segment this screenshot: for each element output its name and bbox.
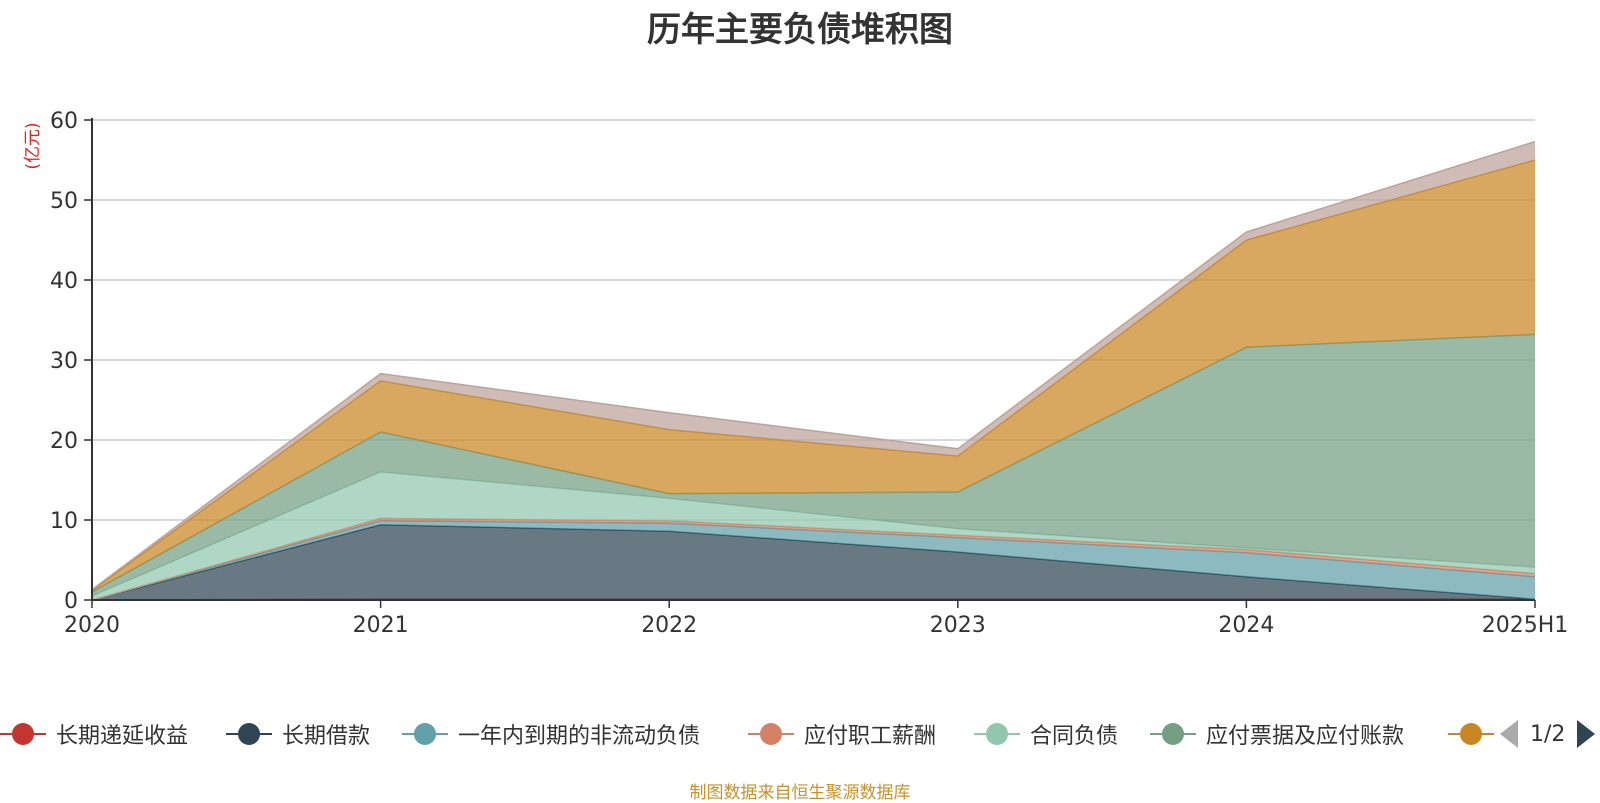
y-tick-label: 0 bbox=[64, 589, 78, 614]
chart-legend: 长期递延收益 长期借款 一年内到期的非流动负债 应付职工薪酬 合同负债 应付票据及应付账款 bbox=[0, 716, 1600, 752]
legend-label: 长期借款 bbox=[282, 724, 371, 749]
legend-swatch bbox=[1150, 716, 1196, 752]
legend-item-0[interactable]: 长期递延收益 bbox=[0, 716, 188, 752]
legend-swatch bbox=[974, 716, 1020, 752]
legend-item-6[interactable] bbox=[1448, 716, 1504, 752]
x-tick-label: 2024 bbox=[1218, 613, 1274, 638]
legend-swatch bbox=[1448, 716, 1494, 752]
legend-label: 一年内到期的非流动负债 bbox=[458, 724, 701, 749]
legend-label: 应付职工薪酬 bbox=[804, 724, 937, 749]
legend-pager: 1/2 bbox=[1500, 716, 1596, 752]
legend-item-5[interactable]: 应付票据及应付账款 bbox=[1150, 716, 1404, 752]
data-source-note: 制图数据来自恒生聚源数据库 bbox=[689, 783, 911, 803]
legend-label: 长期递延收益 bbox=[56, 724, 189, 749]
area-series-6 bbox=[92, 160, 1535, 592]
legend-item-4[interactable]: 合同负债 bbox=[974, 716, 1118, 752]
legend-dot bbox=[986, 723, 1008, 745]
chart-title: 历年主要负债堆积图 bbox=[647, 10, 953, 50]
area-series-5 bbox=[92, 334, 1535, 596]
legend-dot bbox=[414, 723, 436, 745]
axes: 0 10 20 30 40 50 60 2020 2021 2022 2023 2024 2025H1 bbox=[50, 109, 1568, 638]
series-line-7 bbox=[91, 140, 1536, 591]
x-tick-label: 2023 bbox=[930, 613, 986, 638]
x-tick-label: 2022 bbox=[641, 613, 697, 638]
area-series bbox=[91, 140, 1536, 601]
area-series-1 bbox=[92, 524, 1535, 600]
x-tick-label: 2020 bbox=[64, 613, 120, 638]
legend-dot bbox=[1460, 723, 1482, 745]
legend-prev-icon[interactable] bbox=[1500, 720, 1518, 748]
y-tick-label: 40 bbox=[50, 269, 78, 294]
legend-swatch bbox=[0, 716, 46, 752]
legend-label: 应付票据及应付账款 bbox=[1206, 724, 1405, 749]
y-axis-unit: (亿元) bbox=[23, 122, 43, 169]
legend-dot bbox=[760, 723, 782, 745]
legend-swatch bbox=[748, 716, 794, 752]
legend-dot bbox=[238, 723, 260, 745]
y-tick-label: 20 bbox=[50, 429, 78, 454]
series-line-2 bbox=[91, 520, 1536, 601]
legend-page-indicator: 1/2 bbox=[1530, 721, 1566, 747]
legend-label: 合同负债 bbox=[1030, 724, 1119, 749]
legend-dot bbox=[1162, 723, 1184, 745]
legend-item-1[interactable]: 长期借款 bbox=[226, 716, 370, 752]
area-series-2 bbox=[92, 520, 1535, 600]
legend-swatch bbox=[402, 716, 448, 752]
legend-item-2[interactable]: 一年内到期的非流动负债 bbox=[402, 716, 700, 752]
x-tick-label: 2025H1 bbox=[1482, 613, 1569, 638]
y-tick-label: 60 bbox=[50, 109, 78, 134]
area-series-4 bbox=[92, 472, 1535, 600]
legend-swatch bbox=[226, 716, 272, 752]
y-tick-label: 30 bbox=[50, 349, 78, 374]
legend-next-icon[interactable] bbox=[1577, 720, 1596, 748]
x-tick-label: 2021 bbox=[353, 613, 409, 638]
legend-dot bbox=[12, 723, 34, 745]
y-tick-label: 50 bbox=[50, 189, 78, 214]
legend-item-3[interactable]: 应付职工薪酬 bbox=[748, 716, 936, 752]
y-tick-label: 10 bbox=[50, 509, 78, 534]
